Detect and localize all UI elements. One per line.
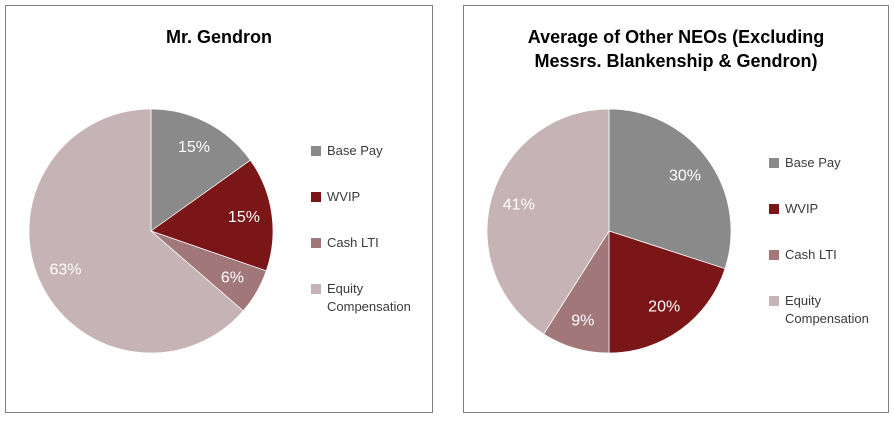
pie-data-label: 41% bbox=[503, 196, 535, 213]
pie-data-label: 20% bbox=[648, 299, 680, 316]
legend-item: Base Pay bbox=[769, 154, 887, 172]
legend-item: WVIP bbox=[769, 200, 887, 218]
legend-label: Equity Compensation bbox=[327, 281, 411, 314]
legend-swatch-icon bbox=[769, 204, 779, 214]
pie-chart: 30% 20% 9% 41% bbox=[486, 108, 732, 354]
legend-label: WVIP bbox=[785, 201, 819, 216]
pie-data-label: 30% bbox=[669, 167, 701, 184]
legend-swatch-icon bbox=[769, 296, 779, 306]
legend-swatch-icon bbox=[311, 146, 321, 156]
legend: Base Pay WVIP Cash LTI Equity Compensation bbox=[311, 142, 429, 344]
legend-label: WVIP bbox=[327, 189, 361, 204]
legend-label: Base Pay bbox=[785, 155, 841, 170]
pie-data-label: 15% bbox=[228, 209, 260, 226]
legend-label: Equity Compensation bbox=[785, 293, 869, 326]
pie-slice-base-pay bbox=[608, 108, 732, 270]
pie-data-label: 6% bbox=[221, 270, 244, 287]
chart-title: Mr. Gendron bbox=[6, 25, 432, 49]
pie-slice-equity-compensation bbox=[486, 108, 610, 335]
chart-title-line: Mr. Gendron bbox=[165, 27, 272, 47]
legend-item: Cash LTI bbox=[311, 234, 429, 252]
legend-item: Equity Compensation bbox=[769, 292, 887, 328]
legend-label: Cash LTI bbox=[785, 247, 837, 262]
legend-swatch-icon bbox=[311, 284, 321, 294]
legend-item: Cash LTI bbox=[769, 246, 887, 264]
legend-swatch-icon bbox=[769, 158, 779, 168]
chart-title-line: Average of Other NEOs (Excluding bbox=[527, 27, 825, 47]
legend-swatch-icon bbox=[311, 238, 321, 248]
pie-data-label: 9% bbox=[571, 313, 594, 330]
chart-title: Average of Other NEOs (Excluding Messrs. … bbox=[464, 25, 888, 73]
pie-data-label: 15% bbox=[178, 139, 210, 156]
pie-slice-base-pay bbox=[150, 108, 251, 232]
legend-label: Cash LTI bbox=[327, 235, 379, 250]
legend-swatch-icon bbox=[769, 250, 779, 260]
chart-panel-gendron: Mr. Gendron 15% 15% 6% 63% Base Pay WVIP Cash… bbox=[5, 5, 433, 413]
legend-label: Base Pay bbox=[327, 143, 383, 158]
chart-title-line: Messrs. Blankenship & Gendron) bbox=[534, 51, 818, 71]
legend: Base Pay WVIP Cash LTI Equity Compensation bbox=[769, 154, 887, 356]
chart-panel-other-neos: Average of Other NEOs (Excluding Messrs. … bbox=[463, 5, 889, 413]
legend-item: Base Pay bbox=[311, 142, 429, 160]
pie-data-label: 63% bbox=[49, 262, 81, 279]
pie-chart: 15% 15% 6% 63% bbox=[28, 108, 274, 354]
pie-slice-equity-compensation bbox=[28, 108, 244, 354]
pie-slice-wvip bbox=[608, 230, 726, 354]
legend-item: Equity Compensation bbox=[311, 280, 429, 316]
pie-slice-wvip bbox=[150, 159, 274, 272]
legend-item: WVIP bbox=[311, 188, 429, 206]
legend-swatch-icon bbox=[311, 192, 321, 202]
